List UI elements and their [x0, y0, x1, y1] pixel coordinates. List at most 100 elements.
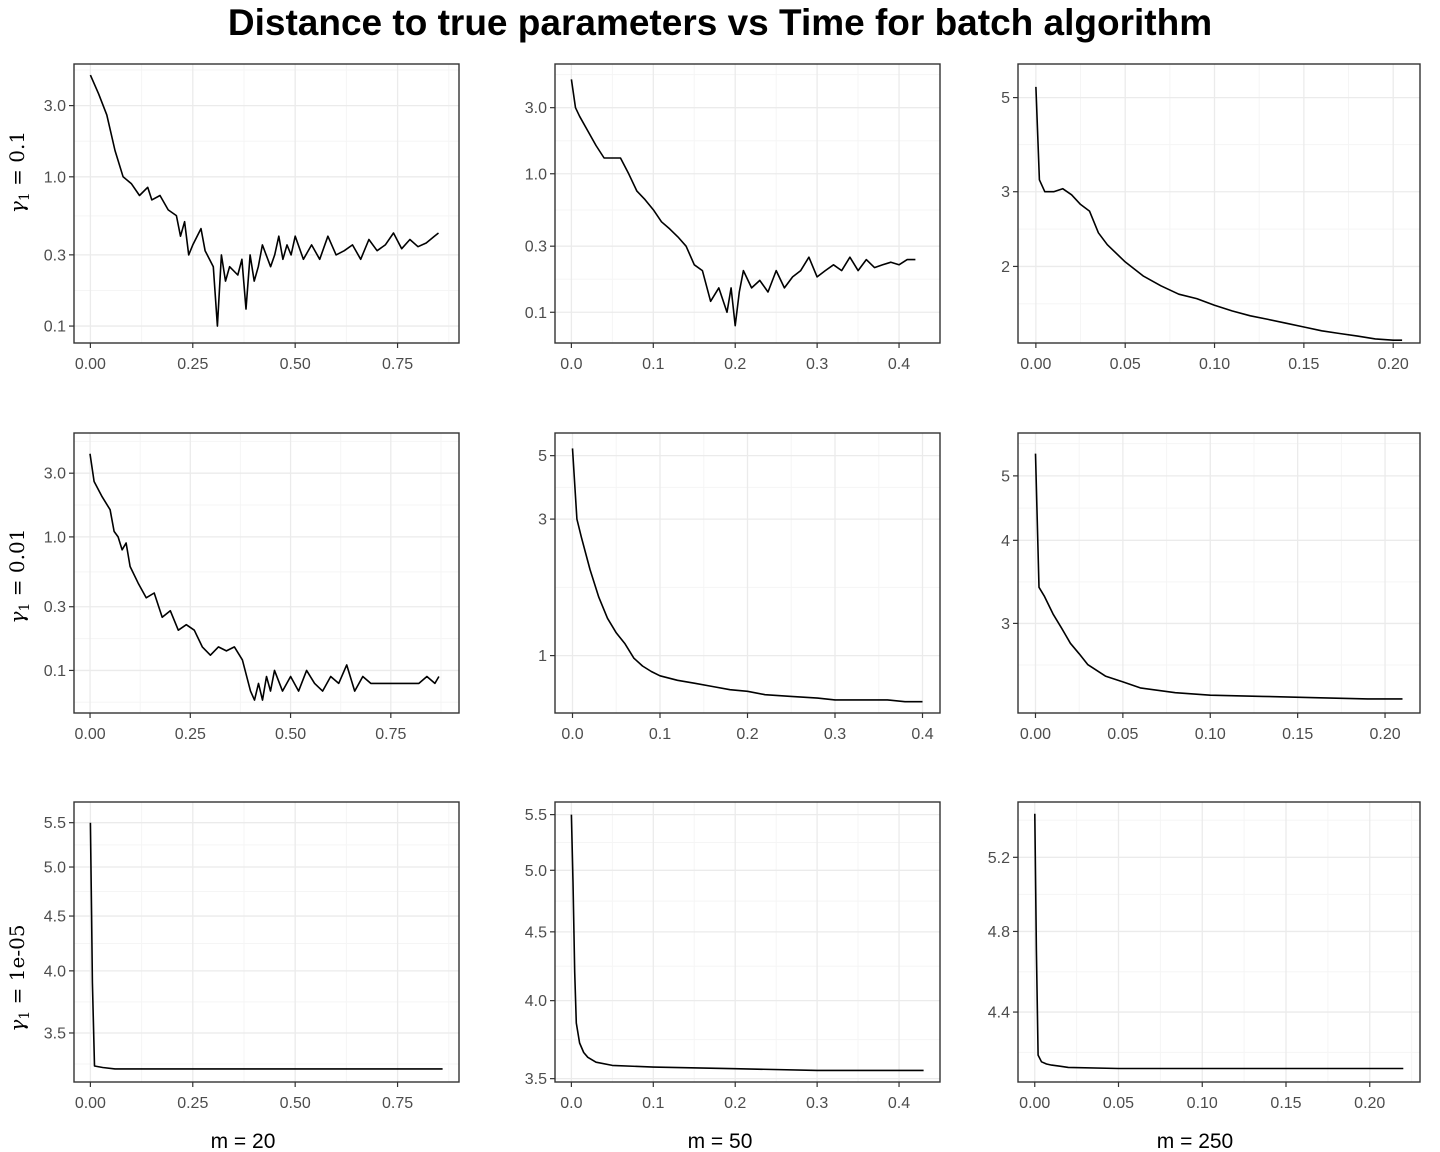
panel-background — [1018, 433, 1420, 713]
y-tick-label: 4.0 — [44, 963, 66, 980]
panels-group: 0.00 0.25 0.50 0.75 0.1 0.3 1.0 3.0 0.0 0.1 0.2 0.3… — [44, 63, 1421, 1112]
panel-background — [555, 802, 940, 1082]
panel-background — [1018, 64, 1420, 343]
series-line — [89, 74, 439, 327]
row-label-value: = 0.1 — [5, 131, 29, 192]
x-tick-label: 0.10 — [1195, 726, 1226, 743]
x-tick-label: 0.0 — [560, 356, 582, 373]
series-line — [1034, 453, 1403, 700]
y-tick-label: 1 — [538, 648, 547, 665]
x-tick-label: 0.3 — [824, 726, 846, 743]
x-tick-label: 0.10 — [1199, 356, 1230, 373]
panel-background — [1018, 802, 1420, 1082]
series-line — [1035, 86, 1403, 342]
panel-border — [554, 63, 941, 344]
x-tick-label: 0.75 — [382, 1095, 413, 1112]
panel-border — [1017, 63, 1421, 344]
y-tick-label: 4.5 — [525, 924, 547, 941]
y-tick-label: 0.1 — [44, 319, 66, 336]
row-label: γ1 = 0.01 — [5, 529, 33, 624]
panel-background — [74, 433, 459, 713]
y-tick-label: 0.3 — [525, 239, 547, 256]
y-tick-label: 5.0 — [525, 863, 547, 880]
y-tick-label: 3.5 — [525, 1071, 547, 1088]
y-tick-label: 4.8 — [988, 924, 1010, 941]
panel-border — [554, 432, 941, 714]
x-tick-label: 0.20 — [1369, 726, 1400, 743]
x-tick-label: 0.20 — [1378, 356, 1409, 373]
y-tick-label: 5 — [1001, 468, 1010, 485]
row-label: γ1 = 0.1 — [5, 131, 33, 213]
x-tick-label: 0.1 — [642, 1095, 664, 1112]
y-tick-label: 4 — [1001, 533, 1010, 550]
row-label-symbol: γ — [5, 201, 29, 213]
y-tick-label: 3.0 — [44, 98, 66, 115]
y-tick-label: 5 — [1001, 90, 1010, 107]
panel-border — [73, 63, 460, 344]
panel-background — [74, 64, 459, 343]
y-tick-label: 3 — [1001, 184, 1010, 201]
panel-background — [74, 802, 459, 1082]
y-tick-label: 5.5 — [44, 815, 66, 832]
row-label-subscript: 1 — [17, 192, 33, 201]
panel-2-2: 0.0 0.1 0.2 0.3 0.4 1 3 5 — [538, 432, 941, 743]
x-tick-label: 0.25 — [175, 726, 206, 743]
y-tick-label: 4.0 — [525, 993, 547, 1010]
x-tick-label: 0.00 — [1020, 726, 1051, 743]
row-label-symbol: γ — [5, 611, 29, 623]
series-line — [1034, 813, 1404, 1070]
panel-border — [73, 432, 460, 714]
x-tick-label: 0.20 — [1354, 1095, 1385, 1112]
x-tick-label: 0.05 — [1103, 1095, 1134, 1112]
series-line — [89, 822, 443, 1070]
x-tick-label: 0.00 — [1019, 1095, 1050, 1112]
x-tick-label: 0.0 — [561, 726, 583, 743]
x-tick-label: 0.05 — [1107, 726, 1138, 743]
x-tick-label: 0.15 — [1288, 356, 1319, 373]
panel-3-2: 0.0 0.1 0.2 0.3 0.4 3.5 4.0 4.5 5.0 5.5 — [525, 801, 941, 1112]
panel-border — [73, 801, 460, 1083]
x-tick-label: 0.10 — [1187, 1095, 1218, 1112]
x-tick-label: 0.00 — [74, 726, 105, 743]
x-tick-label: 0.15 — [1270, 1095, 1301, 1112]
row-label-subscript: 1 — [17, 1011, 33, 1020]
y-tick-label: 5.0 — [44, 860, 66, 877]
column-label: m = 50 — [688, 1130, 753, 1152]
x-tick-label: 0.4 — [888, 356, 910, 373]
panel-1-3: 0.00 0.05 0.10 0.15 0.20 2 3 5 — [1001, 63, 1421, 373]
row-label-value: = 1e-05 — [5, 924, 29, 1010]
x-tick-label: 0.25 — [177, 1095, 208, 1112]
panel-border — [1017, 801, 1421, 1083]
x-tick-label: 0.0 — [560, 1095, 582, 1112]
x-tick-label: 0.4 — [888, 1095, 910, 1112]
x-tick-label: 0.1 — [642, 356, 664, 373]
y-tick-label: 2 — [1001, 259, 1010, 276]
y-tick-label: 1.0 — [44, 169, 66, 186]
x-tick-label: 0.50 — [275, 726, 306, 743]
y-tick-label: 3.0 — [525, 100, 547, 117]
row-label-symbol: γ — [5, 1020, 29, 1032]
panel-1-2: 0.0 0.1 0.2 0.3 0.4 0.1 0.3 1.0 3.0 — [525, 63, 941, 373]
x-tick-label: 0.50 — [280, 1095, 311, 1112]
series-line — [571, 448, 923, 703]
x-tick-label: 0.00 — [1020, 356, 1051, 373]
x-tick-label: 0.75 — [382, 356, 413, 373]
column-label: m = 20 — [211, 1130, 276, 1152]
series-line — [89, 453, 440, 701]
x-tick-label: 0.50 — [280, 356, 311, 373]
panel-3-1: 0.00 0.25 0.50 0.75 3.5 4.0 4.5 5.0 5.5 — [44, 801, 460, 1112]
panel-2-1: 0.00 0.25 0.50 0.75 0.1 0.3 1.0 3.0 — [44, 432, 460, 743]
y-tick-label: 3.0 — [44, 466, 66, 483]
y-tick-label: 4.4 — [988, 1005, 1010, 1022]
panel-1-1: 0.00 0.25 0.50 0.75 0.1 0.3 1.0 3.0 — [44, 63, 460, 373]
y-tick-label: 0.1 — [525, 305, 547, 322]
y-tick-label: 1.0 — [44, 529, 66, 546]
y-tick-label: 1.0 — [525, 166, 547, 183]
y-tick-label: 5.2 — [988, 850, 1010, 867]
column-label: m = 250 — [1157, 1130, 1233, 1152]
row-label-value: = 0.01 — [5, 529, 29, 603]
y-tick-label: 0.1 — [44, 663, 66, 680]
x-tick-label: 0.2 — [736, 726, 758, 743]
y-tick-label: 3.5 — [44, 1025, 66, 1042]
